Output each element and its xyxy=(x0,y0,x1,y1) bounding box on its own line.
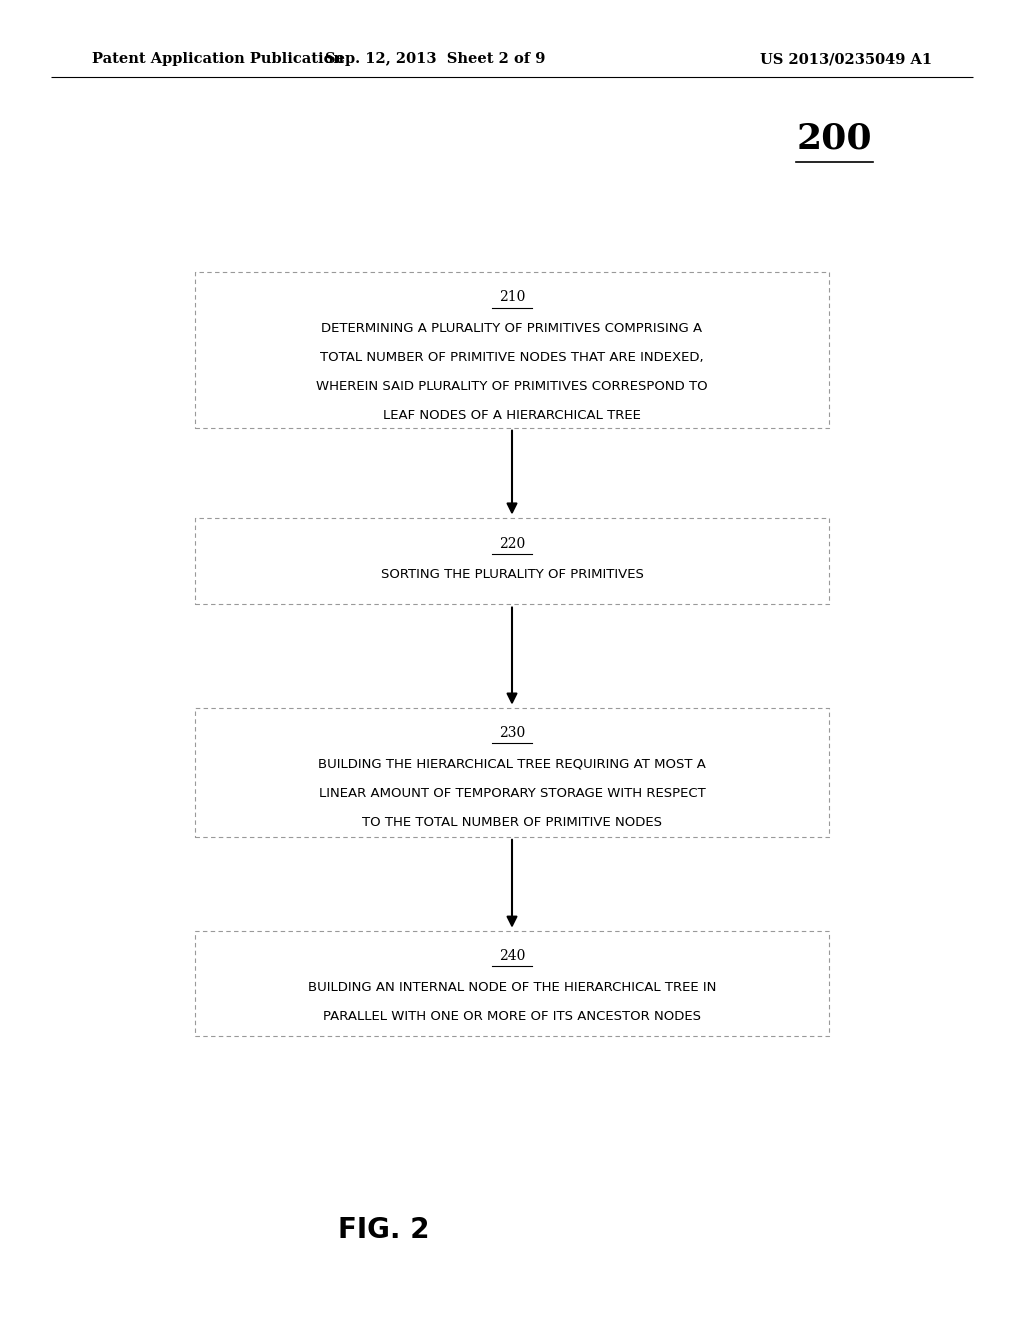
FancyBboxPatch shape xyxy=(195,708,829,837)
Text: LINEAR AMOUNT OF TEMPORARY STORAGE WITH RESPECT: LINEAR AMOUNT OF TEMPORARY STORAGE WITH … xyxy=(318,787,706,800)
Text: FIG. 2: FIG. 2 xyxy=(338,1216,430,1245)
FancyBboxPatch shape xyxy=(195,931,829,1036)
Text: LEAF NODES OF A HIERARCHICAL TREE: LEAF NODES OF A HIERARCHICAL TREE xyxy=(383,409,641,422)
Text: BUILDING AN INTERNAL NODE OF THE HIERARCHICAL TREE IN: BUILDING AN INTERNAL NODE OF THE HIERARC… xyxy=(308,981,716,994)
Text: 240: 240 xyxy=(499,949,525,964)
Text: 230: 230 xyxy=(499,726,525,741)
Text: Patent Application Publication: Patent Application Publication xyxy=(92,53,344,66)
Text: 200: 200 xyxy=(797,121,872,156)
Text: TOTAL NUMBER OF PRIMITIVE NODES THAT ARE INDEXED,: TOTAL NUMBER OF PRIMITIVE NODES THAT ARE… xyxy=(321,351,703,364)
Text: US 2013/0235049 A1: US 2013/0235049 A1 xyxy=(760,53,932,66)
FancyBboxPatch shape xyxy=(195,519,829,605)
Text: DETERMINING A PLURALITY OF PRIMITIVES COMPRISING A: DETERMINING A PLURALITY OF PRIMITIVES CO… xyxy=(322,322,702,335)
Text: TO THE TOTAL NUMBER OF PRIMITIVE NODES: TO THE TOTAL NUMBER OF PRIMITIVE NODES xyxy=(362,816,662,829)
Text: PARALLEL WITH ONE OR MORE OF ITS ANCESTOR NODES: PARALLEL WITH ONE OR MORE OF ITS ANCESTO… xyxy=(323,1010,701,1023)
FancyBboxPatch shape xyxy=(195,272,829,428)
Text: Sep. 12, 2013  Sheet 2 of 9: Sep. 12, 2013 Sheet 2 of 9 xyxy=(325,53,546,66)
Text: BUILDING THE HIERARCHICAL TREE REQUIRING AT MOST A: BUILDING THE HIERARCHICAL TREE REQUIRING… xyxy=(318,758,706,771)
Text: WHEREIN SAID PLURALITY OF PRIMITIVES CORRESPOND TO: WHEREIN SAID PLURALITY OF PRIMITIVES COR… xyxy=(316,380,708,393)
Text: 220: 220 xyxy=(499,537,525,550)
Text: SORTING THE PLURALITY OF PRIMITIVES: SORTING THE PLURALITY OF PRIMITIVES xyxy=(381,569,643,581)
Text: 210: 210 xyxy=(499,290,525,305)
